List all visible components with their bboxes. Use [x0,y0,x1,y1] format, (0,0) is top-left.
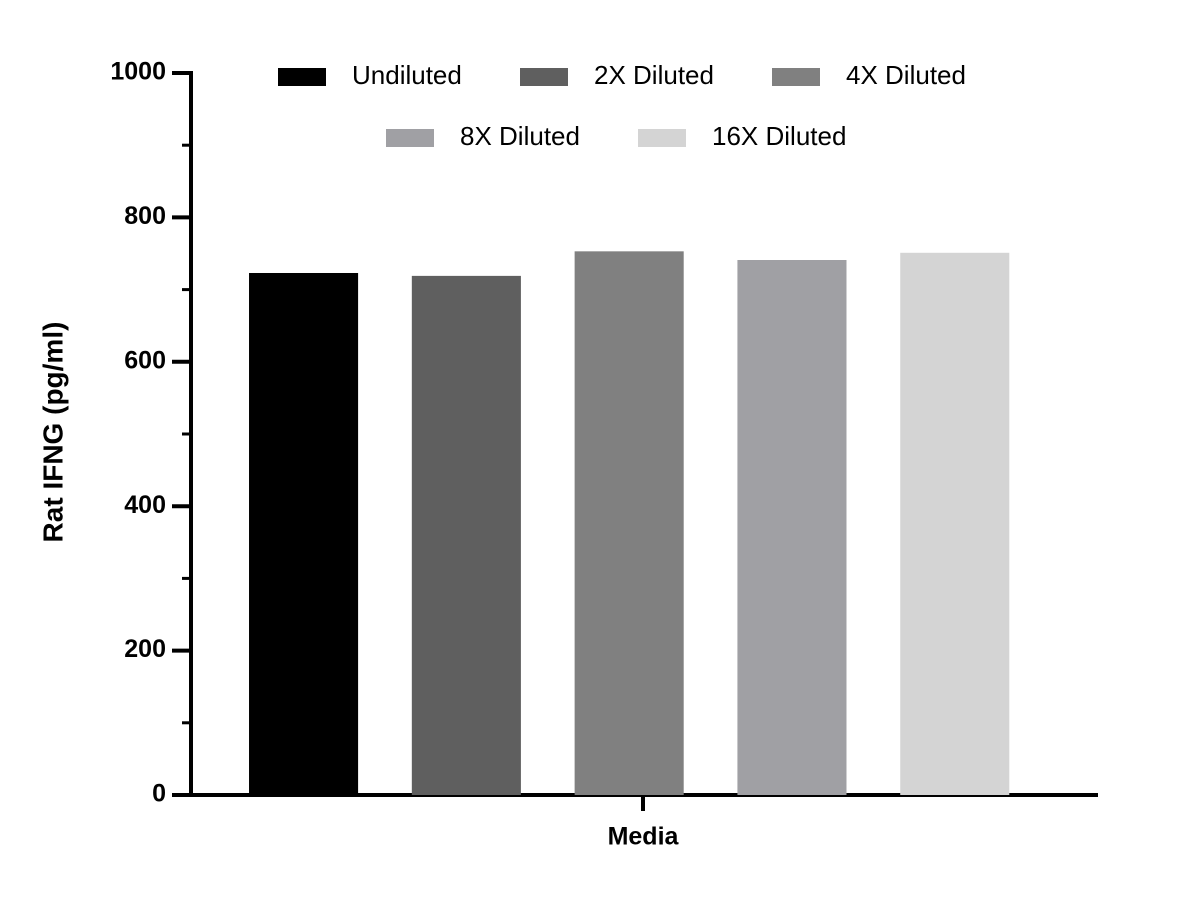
y-tick-label: 600 [124,346,166,374]
legend-swatch [520,68,568,86]
legend-swatch [386,129,434,147]
bar [900,252,1010,795]
y-axis-label: Rat IFNG (pg/ml) [37,322,68,543]
bar [737,259,847,795]
y-tick-label: 400 [124,491,166,519]
y-tick-label: 0 [152,780,166,808]
legend-swatch [772,68,820,86]
bar [574,251,684,796]
legend-label: 2X Diluted [594,60,714,90]
bar [249,272,359,795]
y-tick-label: 800 [124,202,166,230]
y-tick-label: 200 [124,635,166,663]
legend-label: 4X Diluted [846,60,966,90]
y-tick-label: 1000 [110,58,166,86]
legend-label: 16X Diluted [712,121,846,151]
x-tick-label: Media [608,823,680,851]
legend-swatch [638,129,686,147]
bar [411,275,521,796]
legend-swatch [278,68,326,86]
legend-label: 8X Diluted [460,121,580,151]
legend-label: Undiluted [352,60,462,90]
